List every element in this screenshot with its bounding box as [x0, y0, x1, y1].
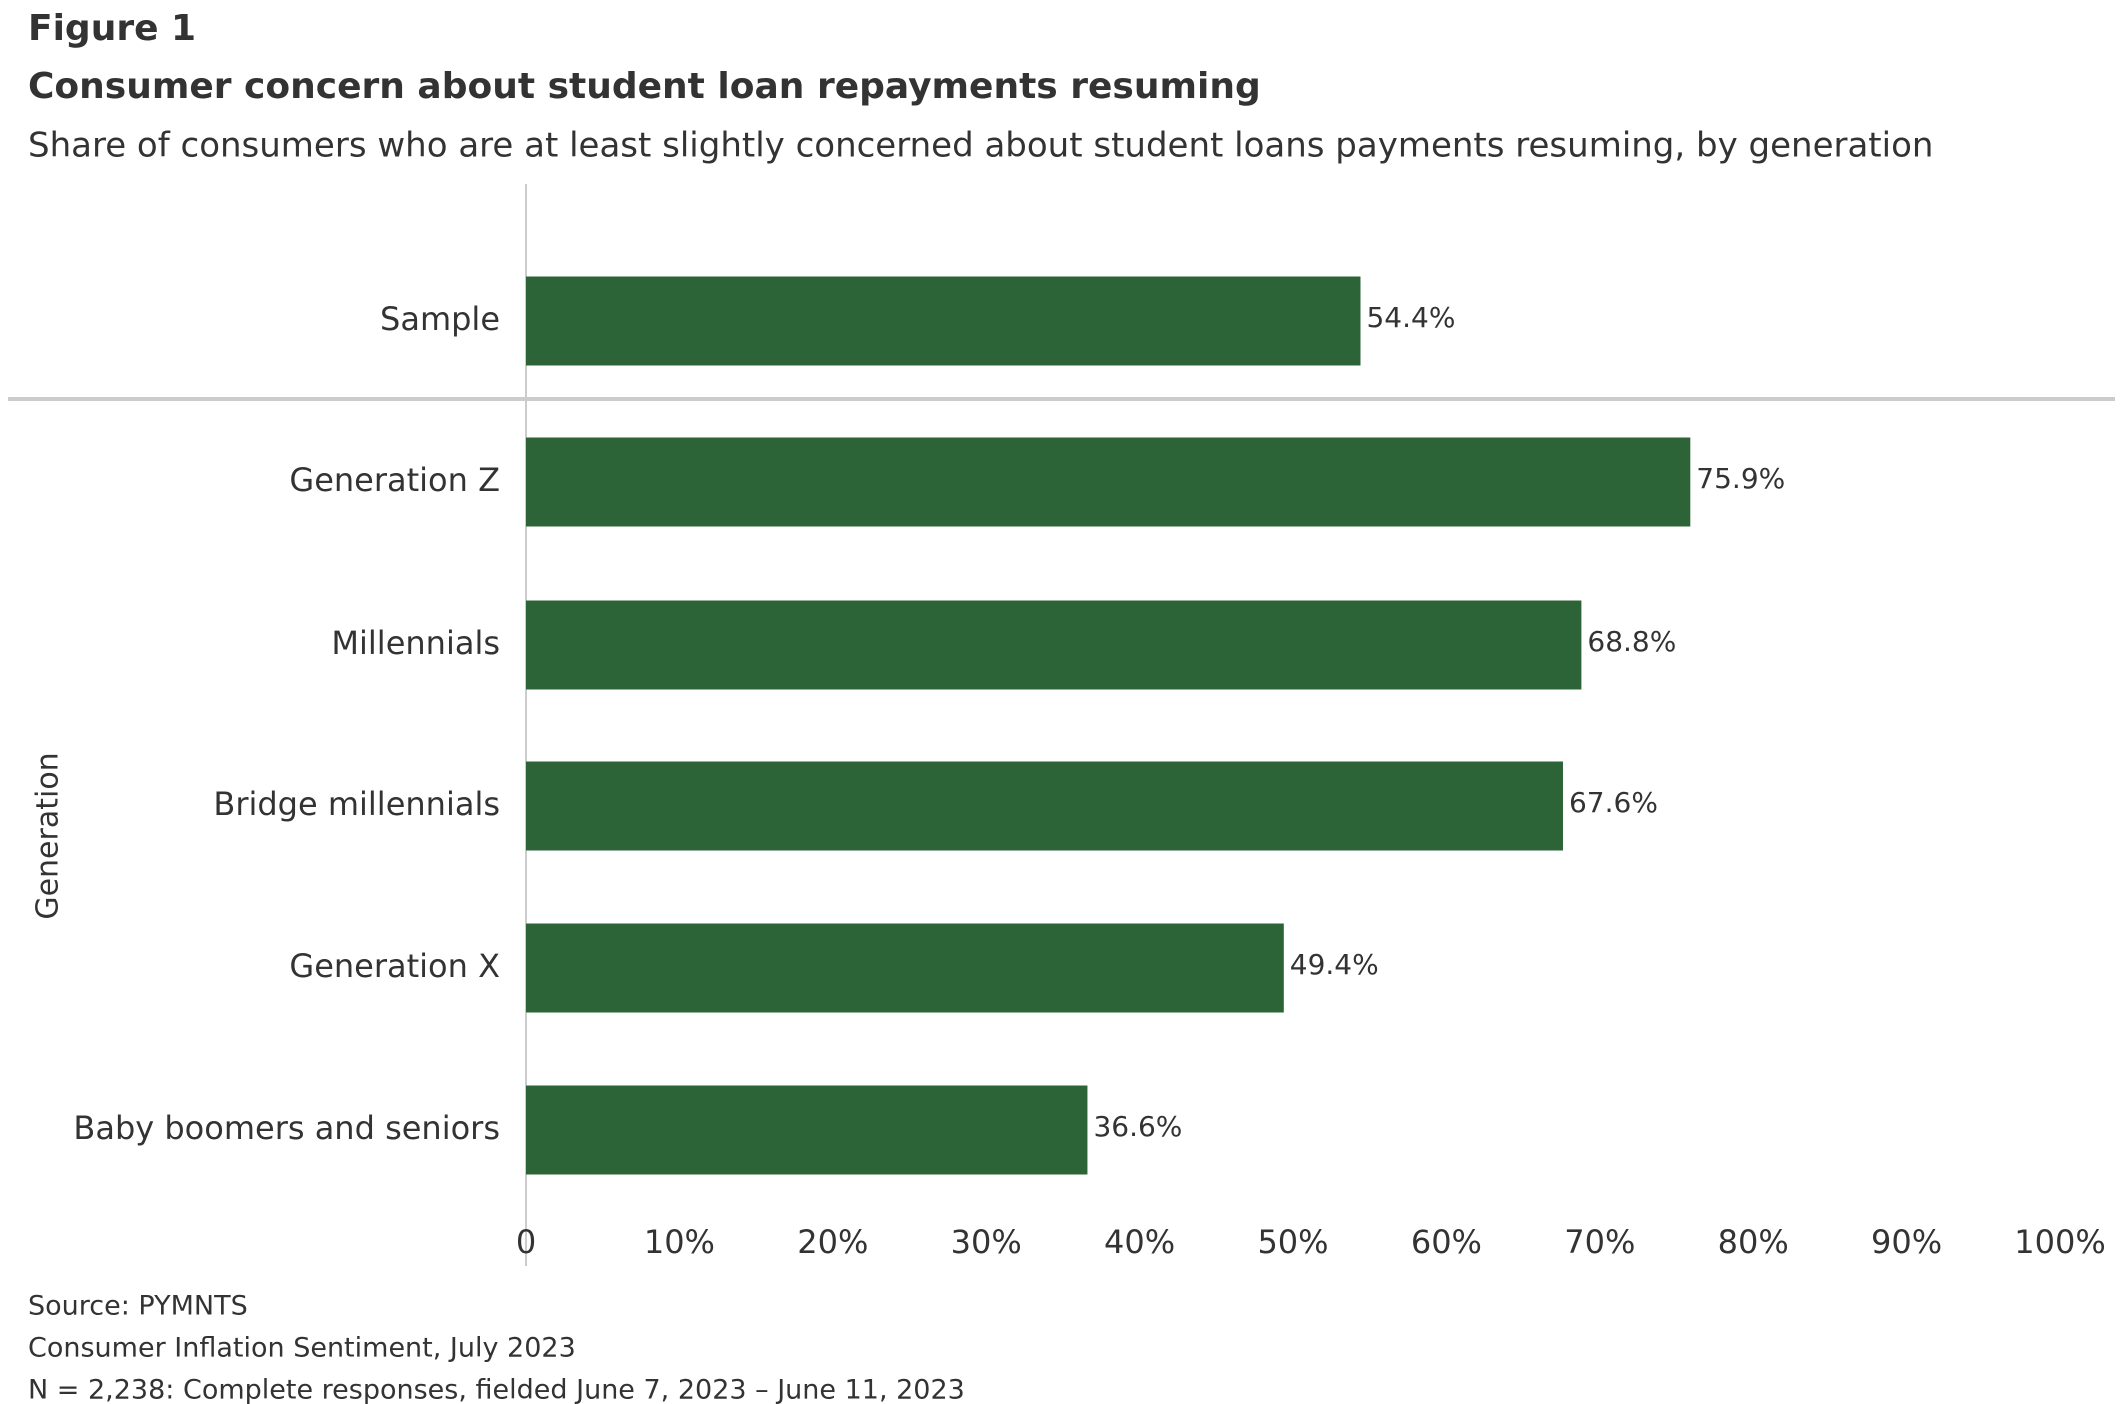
value-label: 54.4% [1366, 301, 1455, 334]
bar [526, 1085, 1088, 1175]
bar [526, 600, 1582, 690]
footnote: Source: PYMNTS [28, 1291, 248, 1322]
y-tick-label: Sample [380, 300, 500, 338]
footnote: Consumer Inflation Sentiment, July 2023 [28, 1333, 576, 1364]
x-tick-label: 20% [797, 1223, 868, 1261]
y-tick-label: Millennials [331, 624, 500, 662]
x-tick-label: 100% [2014, 1223, 2105, 1261]
y-tick-label: Generation X [289, 947, 500, 985]
footnote: N = 2,238: Complete responses, fielded J… [28, 1375, 965, 1404]
x-tick-label: 60% [1411, 1223, 1482, 1261]
x-tick-label: 10% [644, 1223, 715, 1261]
y-tick-label: Generation Z [289, 461, 500, 499]
chart-title: Consumer concern about student loan repa… [28, 66, 1261, 107]
x-tick-label: 30% [951, 1223, 1022, 1261]
value-label: 68.8% [1587, 625, 1676, 658]
value-label: 75.9% [1696, 462, 1785, 495]
y-axis-label: Generation [31, 752, 66, 919]
x-tick-label: 80% [1718, 1223, 1789, 1261]
x-tick-label: 50% [1257, 1223, 1328, 1261]
x-tick-label: 70% [1564, 1223, 1635, 1261]
x-tick-label: 90% [1871, 1223, 1942, 1261]
value-label: 36.6% [1093, 1110, 1182, 1143]
value-label: 67.6% [1569, 786, 1658, 819]
x-tick-label: 0 [516, 1223, 536, 1261]
figure-label: Figure 1 [28, 8, 196, 49]
bar [526, 276, 1361, 366]
bar [526, 437, 1691, 527]
y-tick-label: Bridge millennials [213, 785, 500, 823]
bar [526, 761, 1563, 851]
bar [526, 923, 1284, 1013]
chart-subtitle: Share of consumers who are at least slig… [28, 126, 1933, 166]
value-label: 49.4% [1290, 948, 1379, 981]
x-tick-label: 40% [1104, 1223, 1175, 1261]
y-tick-label: Baby boomers and seniors [73, 1109, 500, 1147]
